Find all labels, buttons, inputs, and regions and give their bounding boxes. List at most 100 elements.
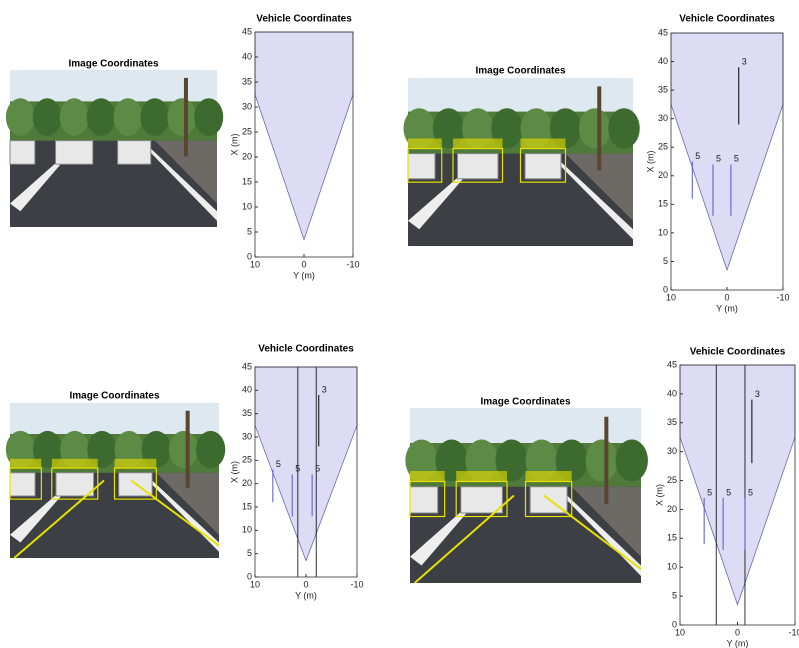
y-axis-label: X (m) [229, 134, 239, 156]
detection-band [453, 138, 503, 148]
x-tick-label: 10 [250, 259, 260, 269]
x-axis-label: Y (m) [727, 638, 749, 648]
y-tick-label: 40 [667, 388, 677, 398]
detection-label: 5 [276, 459, 281, 469]
car [410, 487, 438, 513]
x-tick-label: -10 [346, 259, 359, 269]
y-tick-label: 20 [242, 151, 252, 161]
car [10, 473, 35, 496]
x-axis-label: Y (m) [293, 270, 315, 280]
tree [140, 98, 169, 136]
y-tick-label: 25 [667, 475, 677, 485]
car [461, 487, 503, 513]
car [458, 154, 499, 179]
car [525, 154, 561, 179]
x-tick-label: 10 [675, 627, 685, 637]
car [408, 154, 435, 179]
car [10, 141, 35, 165]
y-tick-label: 20 [242, 478, 252, 488]
y-tick-label: 5 [663, 256, 668, 266]
tree [586, 440, 618, 482]
detection-label: 5 [315, 464, 320, 474]
y-tick-label: 45 [242, 26, 252, 36]
chart-title: Vehicle Coordinates [258, 344, 354, 355]
x-tick-label: 0 [301, 259, 306, 269]
y-tick-label: 30 [242, 101, 252, 111]
detection-band [408, 138, 442, 148]
image-title: Image Coordinates [68, 59, 158, 70]
detection-band [526, 471, 572, 482]
chart-title: Vehicle Coordinates [679, 14, 775, 25]
tree [169, 431, 198, 468]
tree [167, 98, 196, 136]
tree [6, 98, 35, 136]
y-tick-label: 15 [242, 501, 252, 511]
y-tick-label: 45 [667, 359, 677, 369]
y-tick-label: 15 [667, 533, 677, 543]
detection-band [52, 459, 98, 468]
y-tick-label: 20 [658, 170, 668, 180]
detection-label: 5 [295, 464, 300, 474]
x-tick-label: 10 [250, 579, 260, 589]
camera-image [6, 403, 225, 558]
detection-label: 5 [716, 154, 721, 164]
y-tick-label: 45 [242, 361, 252, 371]
y-tick-label: 10 [667, 562, 677, 572]
y-tick-label: 10 [242, 525, 252, 535]
tree [33, 98, 62, 136]
y-tick-label: 15 [658, 199, 668, 209]
tree [194, 98, 223, 136]
tree [87, 98, 116, 136]
y-tick-label: 25 [242, 126, 252, 136]
detection-label: 5 [707, 487, 712, 497]
y-tick-label: 30 [658, 113, 668, 123]
y-tick-label: 40 [242, 51, 252, 61]
x-tick-label: 10 [666, 292, 676, 302]
detection-band [456, 471, 507, 482]
y-tick-label: 30 [667, 446, 677, 456]
y-tick-label: 25 [658, 142, 668, 152]
car [56, 473, 94, 496]
y-tick-label: 5 [672, 590, 677, 600]
detection-band [410, 471, 445, 482]
y-tick-label: 15 [242, 176, 252, 186]
x-tick-label: -10 [776, 292, 789, 302]
y-tick-label: 20 [667, 504, 677, 514]
detection-label: 3 [755, 389, 760, 399]
tree [616, 440, 648, 482]
y-tick-label: 5 [247, 226, 252, 236]
detection-label: 3 [742, 57, 747, 67]
y-tick-label: 35 [242, 76, 252, 86]
y-tick-label: 35 [667, 417, 677, 427]
y-tick-label: 35 [658, 84, 668, 94]
y-tick-label: 40 [658, 56, 668, 66]
x-tick-label: 0 [303, 579, 308, 589]
y-tick-label: 25 [242, 455, 252, 465]
image-title: Image Coordinates [480, 397, 570, 408]
detection-band [521, 138, 566, 148]
y-axis-label: X (m) [229, 461, 239, 483]
detection-label: 5 [695, 151, 700, 161]
x-tick-label: 0 [735, 627, 740, 637]
car [56, 141, 93, 165]
image-title: Image Coordinates [475, 66, 565, 77]
detection-label: 3 [322, 384, 327, 394]
tree [60, 98, 89, 136]
chart-title: Vehicle Coordinates [256, 14, 352, 25]
y-tick-label: 35 [242, 408, 252, 418]
detection-label: 5 [734, 154, 739, 164]
detection-band [115, 459, 157, 468]
tree [114, 98, 143, 136]
camera-image [405, 408, 648, 583]
camera-image [6, 70, 223, 227]
detection-label: 5 [726, 487, 731, 497]
chart-title: Vehicle Coordinates [690, 347, 786, 358]
detection-band [10, 459, 41, 468]
x-axis-label: Y (m) [295, 590, 317, 600]
y-axis-label: X (m) [645, 151, 655, 173]
y-tick-label: 30 [242, 431, 252, 441]
camera-image [404, 78, 640, 246]
x-tick-label: -10 [788, 627, 799, 637]
detection-label: 5 [748, 487, 753, 497]
y-tick-label: 10 [242, 201, 252, 211]
